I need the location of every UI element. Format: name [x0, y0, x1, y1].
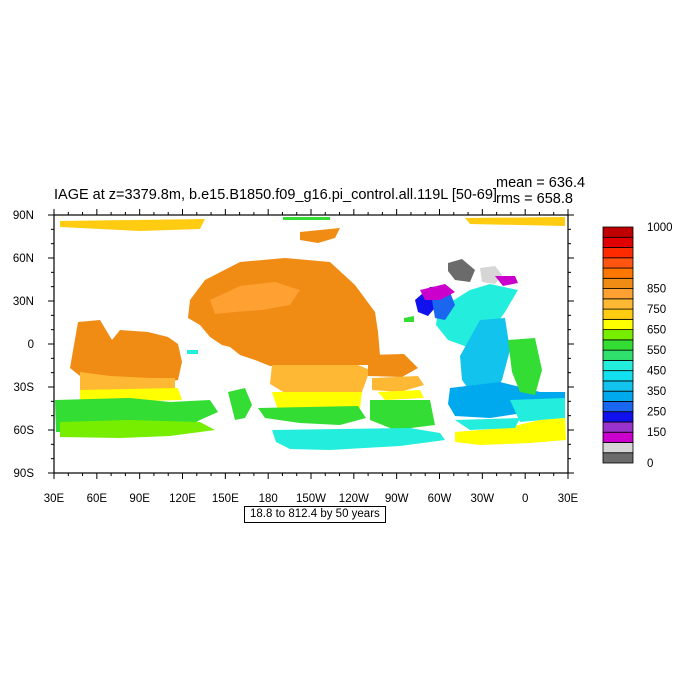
nordic-grey [448, 259, 475, 282]
atlantic-sky-blue [460, 318, 510, 398]
colorbar-label: 850 [647, 284, 666, 296]
colorbar-swatch [602, 329, 634, 341]
southern-ocean-green-central [228, 388, 252, 420]
colorbar-swatch [602, 257, 634, 269]
southern-ocean-lime [60, 420, 215, 438]
mean-value: mean = 636.4 [496, 175, 586, 191]
south-pacific-yellow [272, 392, 362, 410]
colorbar-label: 150 [647, 427, 666, 439]
contour-range-box: 18.8 to 812.4 by 50 years [244, 506, 386, 523]
nordic-magenta [495, 276, 518, 286]
colorbar-label: 250 [647, 407, 666, 419]
south-atlantic-green [508, 338, 542, 395]
y-tick-label: 30N [13, 296, 34, 308]
colorbar-swatch [602, 431, 634, 443]
colorbar-swatch [602, 308, 634, 320]
colorbar-swatch [602, 442, 634, 454]
labrador-magenta [420, 284, 455, 300]
south-pacific-green [258, 406, 366, 425]
colorbar-label: 650 [647, 325, 666, 337]
y-tick-label: 60N [13, 253, 34, 265]
x-axis-labels: 30E 60E 90E 120E 150E 180 150W 120W 90W 60W 30W 0 30… [44, 493, 579, 505]
colorbar-swatch [602, 411, 634, 423]
colorbar-swatch [602, 421, 634, 433]
colorbar-swatch [602, 452, 634, 464]
west-atlantic-green-fleck [404, 316, 414, 322]
north-atlantic-cyan [436, 284, 518, 350]
x-tick-label: 150E [212, 493, 239, 505]
colorbar-swatch [602, 267, 634, 279]
y-tick-label: 0 [28, 339, 34, 351]
colorbar-swatch [602, 349, 634, 361]
x-tick-label: 30W [471, 493, 495, 505]
north-pacific-orange [188, 258, 380, 370]
east-pacific-yellow [378, 390, 424, 400]
rms-value: rms = 658.8 [496, 191, 573, 207]
plot-title: IAGE at z=3379.8m, b.e15.B1850.f09_g16.p… [54, 187, 497, 203]
colorbar-swatch [602, 247, 634, 259]
colorbar-label: 750 [647, 304, 666, 316]
x-tick-label: 120W [339, 493, 369, 505]
age-field-regions [55, 217, 566, 450]
colorbar-swatch [602, 226, 634, 238]
y-axis-ticks [48, 214, 574, 474]
arabian-orange [128, 353, 158, 372]
x-tick-label: 60W [428, 493, 452, 505]
x-tick-label: 0 [522, 493, 528, 505]
north-pacific-light-orange [210, 282, 300, 314]
colorbar-label: 1000 [647, 222, 673, 234]
colorbar-swatch [602, 318, 634, 331]
y-axis-labels: 90N 60N 30N 0 30S 60S 90S [13, 210, 34, 480]
x-tick-label: 120E [169, 493, 196, 505]
east-pacific-light-orange [372, 376, 424, 392]
y-tick-label: 60S [14, 425, 35, 437]
colorbar-swatch [602, 277, 634, 289]
indian-ocean-light-orange [80, 372, 175, 393]
y-tick-label: 90S [14, 468, 35, 480]
colorbar-label: 0 [647, 458, 653, 470]
colorbar-swatch [602, 370, 634, 382]
nordic-light-grey [480, 266, 502, 284]
y-tick-label: 90N [13, 210, 34, 222]
x-tick-label: 30E [44, 493, 65, 505]
colorbar-swatch [602, 339, 634, 351]
indo-pacific-cyan-fleck [187, 350, 198, 354]
colorbar-swatch [602, 298, 634, 310]
x-tick-label: 180 [259, 493, 278, 505]
arctic-east-yellow [465, 217, 565, 226]
weddell-cyan [455, 418, 520, 430]
colorbar-label: 550 [647, 345, 666, 357]
arctic-green-strip [283, 217, 330, 220]
x-tick-label: 90W [385, 493, 409, 505]
colorbar-swatch [602, 390, 634, 402]
colorbar-swatch [602, 236, 634, 248]
colorbar-swatch [602, 380, 634, 392]
arctic-yellow-field [60, 219, 205, 231]
colorbar-label: 450 [647, 366, 666, 378]
colorbar-swatch [602, 288, 634, 300]
y-tick-label: 30S [14, 382, 35, 394]
x-tick-label: 30E [558, 493, 579, 505]
colorbar-swatch [602, 359, 634, 372]
x-tick-label: 90E [129, 493, 150, 505]
x-tick-label: 60E [87, 493, 108, 505]
south-atlantic-cyan [510, 398, 565, 422]
colorbar-label: 350 [647, 386, 666, 398]
east-pacific-orange [368, 354, 418, 377]
south-pacific-light-orange [270, 365, 370, 398]
southern-ocean-cyan [272, 428, 445, 450]
x-axis-ticks [53, 209, 569, 479]
east-pacific-green [370, 400, 435, 430]
colorbar: 1000 850 750 650 550 450 350 250 150 0 [602, 222, 673, 470]
x-tick-label: 150W [296, 493, 326, 505]
colorbar-swatch [602, 401, 634, 413]
weddell-yellow [455, 418, 566, 445]
bering-orange-field [300, 228, 340, 243]
